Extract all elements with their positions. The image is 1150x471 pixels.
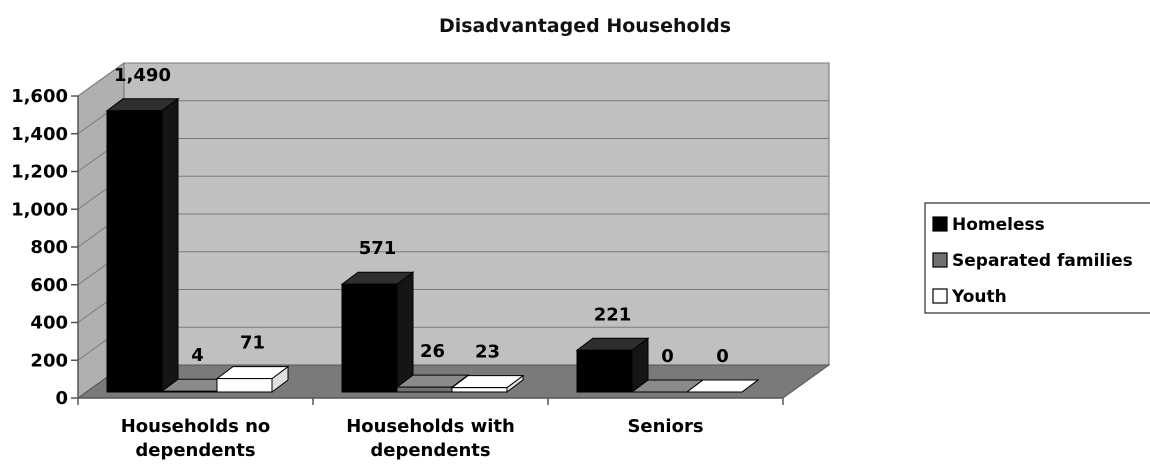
bar-side <box>396 271 414 393</box>
bar-side <box>161 97 179 393</box>
bar-youth <box>215 365 290 393</box>
bar-homeless <box>105 97 180 393</box>
data-labels: 1,490 4 71 571 26 23 221 0 0 <box>114 65 729 367</box>
bar-youth <box>450 374 525 393</box>
y-axis: 0 200 400 600 800 1,000 1,200 1,400 1,600 <box>11 86 79 409</box>
category-label: Seniors <box>627 416 703 437</box>
bar-homeless <box>575 337 650 393</box>
bar-youth <box>685 379 760 393</box>
data-label: 26 <box>420 341 445 362</box>
legend-swatch <box>932 288 948 304</box>
y-tick-label: 1,400 <box>11 124 68 145</box>
data-label: 221 <box>594 304 632 325</box>
bar-front <box>396 386 453 393</box>
y-tick-label: 0 <box>55 388 68 409</box>
x-axis: Households no dependents Households with de… <box>77 397 784 461</box>
data-label: 1,490 <box>114 65 171 86</box>
data-label: 4 <box>191 345 204 366</box>
y-tick-label: 600 <box>30 275 68 296</box>
bar-front <box>451 387 508 393</box>
bar-front <box>341 283 398 393</box>
y-tick-label: 400 <box>30 313 68 334</box>
y-tick-label: 1,600 <box>11 86 68 107</box>
bar-front <box>216 378 273 393</box>
chart-title: Disadvantaged Households <box>439 15 731 37</box>
data-label: 0 <box>716 346 729 367</box>
data-label: 571 <box>359 238 397 259</box>
legend-label: Homeless <box>952 215 1045 235</box>
bars <box>105 97 760 393</box>
legend-box <box>924 202 1150 314</box>
y-tick-label: 1,000 <box>11 199 68 220</box>
bar-front <box>161 390 218 393</box>
data-label: 71 <box>240 333 265 354</box>
category-label: Households with dependents <box>346 416 515 461</box>
bar-front <box>106 110 163 393</box>
y-tick-label: 200 <box>30 350 68 371</box>
y-tick-label: 800 <box>30 237 68 258</box>
category-label: Households no dependents <box>121 416 271 461</box>
bar-front <box>576 349 633 393</box>
gridline <box>77 62 829 97</box>
data-label: 0 <box>661 346 674 367</box>
legend-swatch <box>932 216 948 232</box>
bar-homeless <box>340 271 415 393</box>
legend: Homeless Separated families Youth <box>924 202 1150 314</box>
legend-swatch <box>932 252 948 268</box>
y-tick-label: 1,200 <box>11 162 68 183</box>
legend-label: Separated families <box>952 251 1133 271</box>
legend-label: Youth <box>951 287 1007 307</box>
data-label: 23 <box>475 342 500 363</box>
